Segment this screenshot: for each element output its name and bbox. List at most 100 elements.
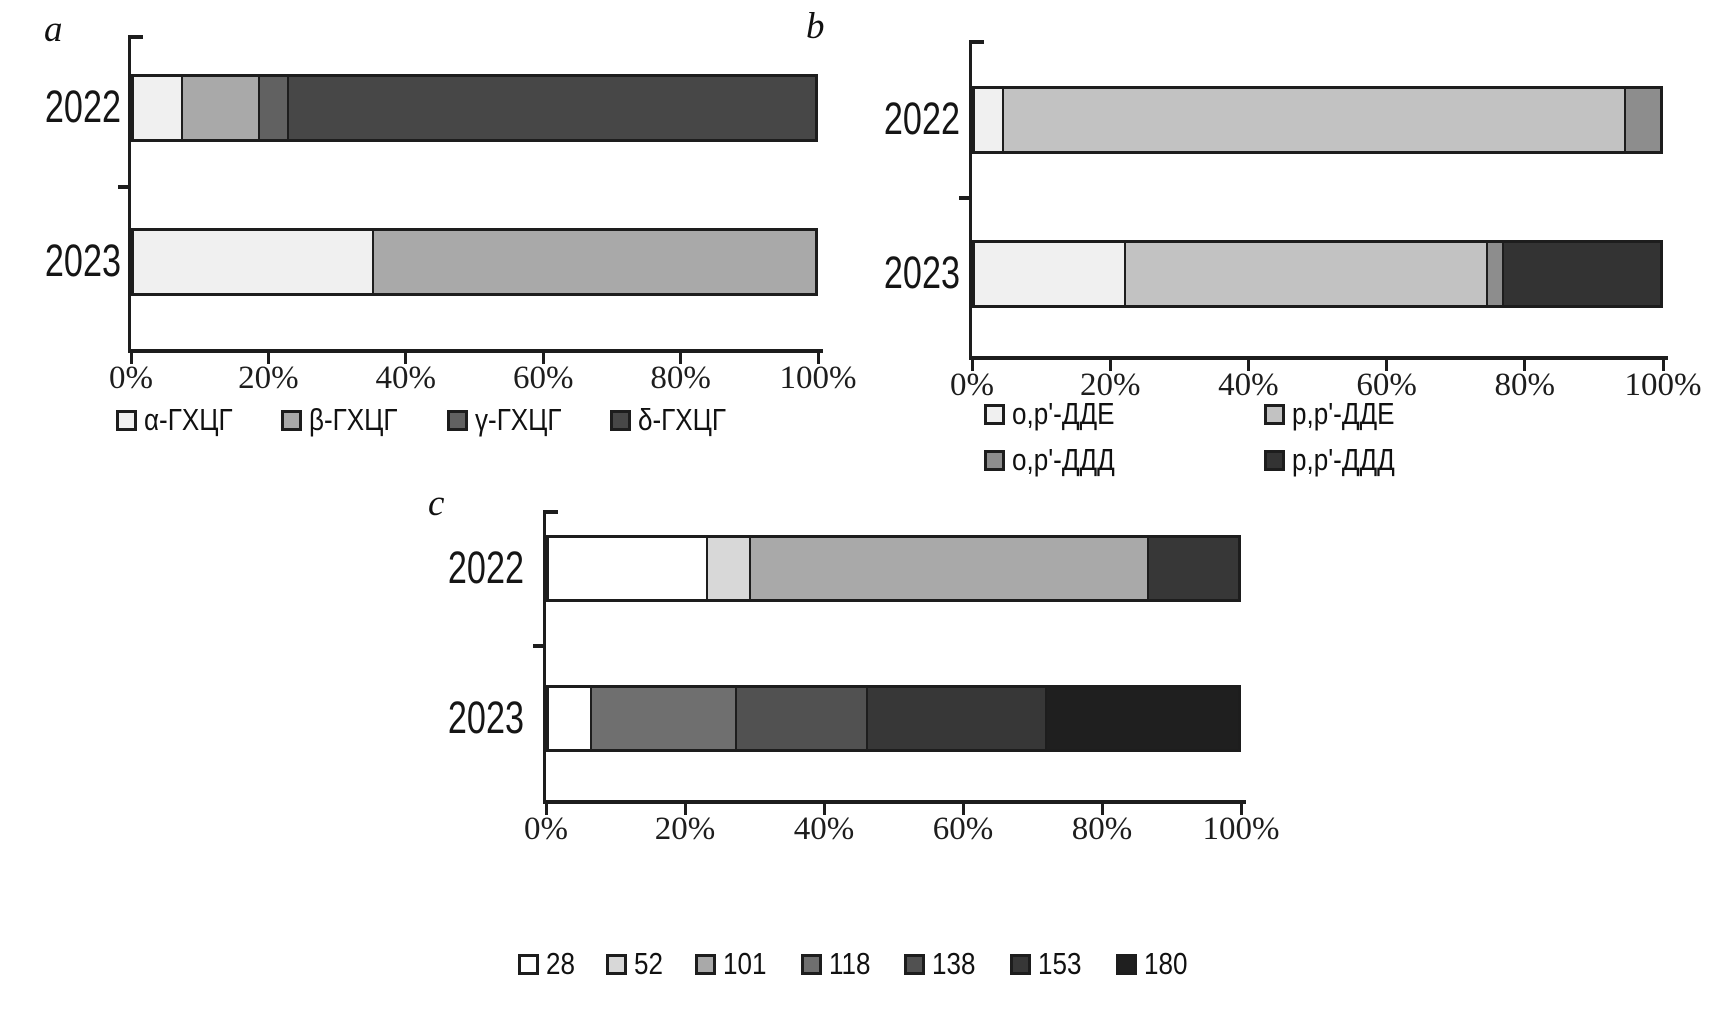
- x-axis: [969, 356, 1668, 360]
- x-tick: [1108, 360, 1112, 371]
- legend-label: 153: [1037, 946, 1082, 981]
- panel-label-c: c: [428, 483, 445, 524]
- legend-c: 28 52 101 118 138 153 180: [518, 946, 1195, 982]
- x-tick-label: 60%: [932, 811, 994, 847]
- legend-swatch: [1115, 953, 1137, 975]
- legend-label: 180: [1143, 946, 1188, 981]
- legend-item: α-ГХЦГ: [116, 402, 249, 438]
- bar-segment: [181, 77, 258, 139]
- bar-segment: [975, 89, 1003, 151]
- x-tick: [683, 804, 687, 815]
- legend-label: 138: [932, 946, 976, 981]
- legend-item: 153: [1009, 946, 1090, 982]
- x-tick-label: 80%: [650, 360, 711, 396]
- legend-item: p,p'-ДДД: [1264, 442, 1544, 478]
- bar-segment: [257, 77, 287, 139]
- legend-label: 28: [546, 946, 575, 981]
- legend-swatch: [609, 409, 631, 431]
- y-axis-top-tick: [969, 40, 984, 44]
- x-tick-label: 80%: [1494, 367, 1556, 403]
- category-label-2023: 2023: [44, 235, 121, 286]
- legend-item: γ-ГХЦГ: [446, 402, 578, 438]
- legend-swatch: [904, 953, 926, 975]
- legend-item: 180: [1115, 946, 1196, 982]
- x-tick: [679, 353, 683, 364]
- category-label-2022: 2022: [883, 93, 960, 144]
- legend-swatch: [1264, 449, 1285, 471]
- x-tick: [1523, 360, 1527, 371]
- bar-segment: [1486, 243, 1502, 305]
- category-label-2023: 2023: [883, 247, 960, 298]
- bar-segment: [134, 231, 372, 293]
- bar-segment: [286, 77, 815, 139]
- x-tick: [404, 353, 408, 364]
- bar-segment: [371, 231, 815, 293]
- x-tick: [544, 804, 548, 815]
- x-tick-label: 20%: [1079, 367, 1141, 403]
- legend-swatch: [606, 953, 628, 975]
- y-axis-top-tick: [543, 510, 558, 514]
- x-tick-label: 0%: [950, 367, 994, 403]
- y-axis: [543, 510, 546, 804]
- legend-swatch: [800, 953, 822, 975]
- bar-segment: [1623, 89, 1660, 151]
- legend-swatch: [518, 953, 539, 975]
- legend-swatch: [1009, 953, 1031, 975]
- legend-b: o,p'-ДДЕ p,p'-ДДЕ o,p'-ДДД p,p'-ДДД: [984, 396, 1544, 478]
- legend-item: 52: [606, 946, 668, 982]
- x-tick: [970, 360, 974, 371]
- x-tick-label: 60%: [512, 360, 574, 396]
- legend-swatch: [984, 449, 1005, 471]
- y-axis: [128, 35, 131, 353]
- legend-swatch: [281, 409, 303, 431]
- legend-item: 118: [800, 946, 878, 982]
- x-tick-label: 40%: [793, 811, 855, 847]
- bar-segment: [1501, 243, 1660, 305]
- category-label-2022: 2022: [447, 541, 524, 593]
- x-tick: [1246, 360, 1250, 371]
- legend-swatch: [1264, 403, 1285, 425]
- y-axis-category-tick: [118, 185, 128, 189]
- x-tick-label: 100%: [1624, 367, 1702, 403]
- legend-label: 52: [634, 946, 664, 981]
- x-tick: [1100, 804, 1104, 815]
- x-tick-label: 100%: [779, 360, 857, 396]
- x-axis: [543, 800, 1246, 804]
- bar-segment: [549, 688, 590, 749]
- x-tick: [1239, 804, 1243, 815]
- x-tick: [816, 353, 820, 364]
- legend-label: 118: [828, 946, 871, 981]
- stacked-bar-c-2023: [546, 685, 1241, 752]
- y-axis-category-tick: [959, 196, 969, 200]
- legend-a: α-ГХЦГ β-ГХЦГ γ-ГХЦГ δ-ГХЦГ: [116, 402, 743, 438]
- legend-label: o,p'-ДДЕ: [1012, 396, 1115, 431]
- bar-segment: [1045, 688, 1239, 749]
- legend-swatch: [984, 403, 1005, 425]
- y-axis: [969, 40, 972, 360]
- legend-swatch: [116, 409, 137, 431]
- bar-segment: [1124, 243, 1487, 305]
- x-tick-label: 40%: [375, 360, 437, 396]
- category-label-2023: 2023: [447, 691, 524, 743]
- legend-label: p,p'-ДДД: [1292, 442, 1395, 477]
- x-axis: [128, 349, 823, 353]
- x-tick-label: 80%: [1071, 811, 1133, 847]
- bar-segment: [975, 243, 1125, 305]
- x-tick-label: 100%: [1202, 811, 1280, 847]
- stacked-bar-a-2022: [131, 74, 818, 142]
- x-tick: [541, 353, 545, 364]
- legend-swatch: [446, 409, 468, 431]
- x-tick: [129, 353, 133, 364]
- bar-segment: [734, 688, 867, 749]
- x-tick: [822, 804, 826, 815]
- bar-segment: [706, 538, 750, 599]
- category-label-2022: 2022: [44, 81, 121, 132]
- bar-segment: [866, 688, 1046, 749]
- legend-swatch: [694, 953, 716, 975]
- x-tick-label: 0%: [524, 811, 568, 847]
- legend-item: 101: [694, 946, 775, 982]
- x-tick: [266, 353, 270, 364]
- legend-label: γ-ГХЦГ: [474, 402, 562, 437]
- bar-segment: [1002, 89, 1624, 151]
